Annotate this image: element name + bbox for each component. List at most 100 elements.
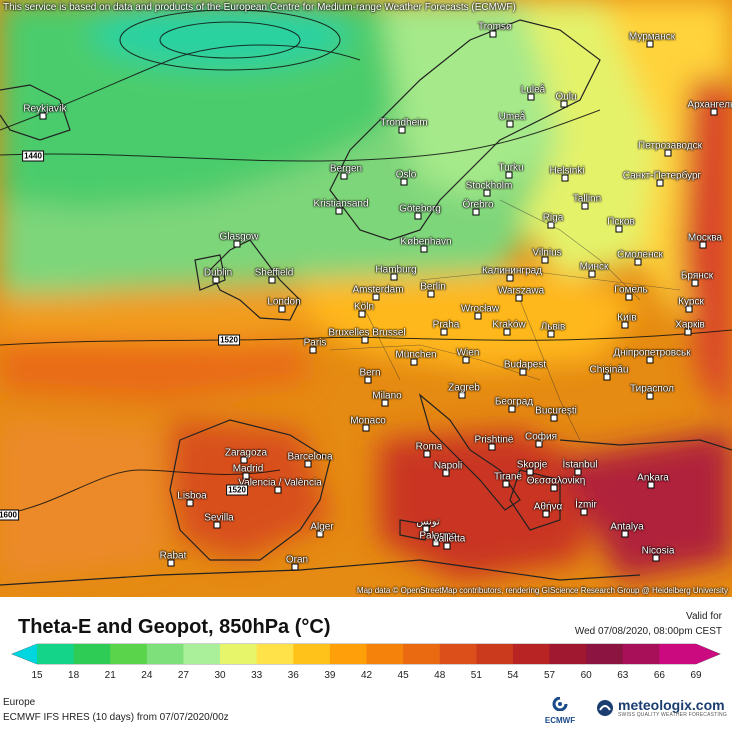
- city-marker: [588, 270, 596, 278]
- city-marker: [309, 346, 317, 354]
- region-label: Europe: [3, 697, 36, 708]
- city-label: Umeå: [498, 111, 526, 123]
- city-label: London: [267, 296, 301, 308]
- ecmwf-icon: [552, 696, 568, 712]
- city-marker: [167, 559, 175, 567]
- scale-tick-label: 39: [324, 670, 336, 681]
- city-marker: [646, 356, 654, 364]
- city-marker: [364, 376, 372, 384]
- model-run-label: ECMWF IFS HRES (10 days) from 07/07/2020…: [3, 712, 229, 723]
- scale-segment: [366, 644, 404, 664]
- city-marker: [427, 290, 435, 298]
- city-marker: [304, 460, 312, 468]
- city-marker: [400, 178, 408, 186]
- city-marker: [420, 245, 428, 253]
- city-label: Oran: [285, 554, 309, 566]
- city-label: Dublin: [203, 267, 233, 279]
- city-label: Kristiansand: [313, 198, 369, 210]
- city-marker: [274, 486, 282, 494]
- city-label: Αθήνα: [533, 501, 563, 513]
- ecmwf-logo[interactable]: ECMWF: [540, 696, 580, 725]
- city-label: București: [535, 405, 577, 417]
- city-marker: [621, 530, 629, 538]
- city-label: Palermo: [419, 530, 457, 542]
- scale-segment: [183, 644, 221, 664]
- city-label: Amsterdam: [352, 284, 404, 296]
- weather-map[interactable]: This service is based on data and produc…: [0, 0, 732, 597]
- city-marker: [362, 424, 370, 432]
- city-marker: [442, 469, 450, 477]
- city-marker: [316, 530, 324, 538]
- city-label: Rabat: [159, 550, 187, 562]
- city-label: Glasgow: [219, 231, 259, 243]
- city-marker: [691, 279, 699, 287]
- city-marker: [561, 174, 569, 182]
- city-marker: [432, 539, 440, 547]
- city-marker: [503, 328, 511, 336]
- scale-tick-label: 15: [31, 670, 43, 681]
- isohypse-label: 1440: [22, 150, 44, 162]
- city-marker: [268, 276, 276, 284]
- isohypse-label: 1520: [218, 334, 240, 346]
- city-label: Смоленск: [617, 249, 663, 261]
- ecmwf-notice: This service is based on data and produc…: [3, 2, 516, 13]
- city-label: Stockholm: [465, 180, 513, 192]
- color-scale-bar: [11, 643, 721, 665]
- scale-tick-label: 63: [617, 670, 629, 681]
- city-marker: [242, 472, 250, 480]
- city-label: Hamburg: [375, 264, 417, 276]
- city-label: Sevilla: [204, 512, 234, 524]
- city-marker: [381, 399, 389, 407]
- city-marker: [506, 274, 514, 282]
- city-label: København: [400, 236, 452, 248]
- city-label: Napoli: [433, 460, 463, 472]
- scale-segment: [659, 644, 697, 664]
- city-label: Antalya: [610, 521, 644, 533]
- city-marker: [615, 225, 623, 233]
- city-marker: [291, 563, 299, 571]
- city-marker: [414, 212, 422, 220]
- scale-tick-label: 69: [690, 670, 702, 681]
- city-label: Брянск: [680, 270, 714, 282]
- city-marker: [212, 276, 220, 284]
- city-label: Архангельск: [687, 99, 732, 111]
- city-label: Zagreb: [448, 382, 480, 394]
- scale-segment: [439, 644, 477, 664]
- city-label: Zaragoza: [224, 447, 268, 459]
- page-title: Theta-E and Geopot, 850hPa (°C): [18, 616, 331, 638]
- meteologix-logo[interactable]: meteologix.com SWISS QUALITY WEATHER FOR…: [596, 698, 727, 718]
- city-label: Göteborg: [399, 203, 441, 215]
- city-marker: [458, 391, 466, 399]
- city-marker: [646, 40, 654, 48]
- scale-segment: [622, 644, 660, 664]
- city-marker: [519, 368, 527, 376]
- city-marker: [710, 108, 718, 116]
- city-marker: [440, 328, 448, 336]
- city-label: تونس: [416, 516, 440, 528]
- city-marker: [541, 256, 549, 264]
- city-marker: [656, 179, 664, 187]
- city-label: Lisboa: [177, 490, 207, 502]
- city-label: Alger: [310, 521, 334, 533]
- city-marker: [483, 189, 491, 197]
- city-label: Helsinki: [549, 165, 585, 177]
- city-label: Минск: [579, 261, 609, 273]
- valid-time: Wed 07/08/2020, 08:00pm CEST: [574, 626, 722, 637]
- city-label: Tiranë: [494, 471, 522, 483]
- city-label: Тираспол: [630, 383, 674, 395]
- city-label: Москва: [687, 232, 723, 244]
- city-label: Praha: [432, 319, 460, 331]
- city-label: Bern: [359, 367, 381, 379]
- city-label: München: [395, 349, 437, 361]
- city-marker: [340, 172, 348, 180]
- city-marker: [508, 405, 516, 413]
- scale-segment: [293, 644, 331, 664]
- city-label: Monaco: [350, 415, 386, 427]
- scale-tick-label: 21: [104, 670, 116, 681]
- city-label: Tromsø: [477, 21, 513, 33]
- scale-tick-label: 60: [580, 670, 592, 681]
- scale-tip-high: [696, 644, 720, 664]
- isohypse-label: 1600: [0, 509, 19, 521]
- city-label: Reykjavík: [23, 103, 67, 115]
- city-marker: [547, 221, 555, 229]
